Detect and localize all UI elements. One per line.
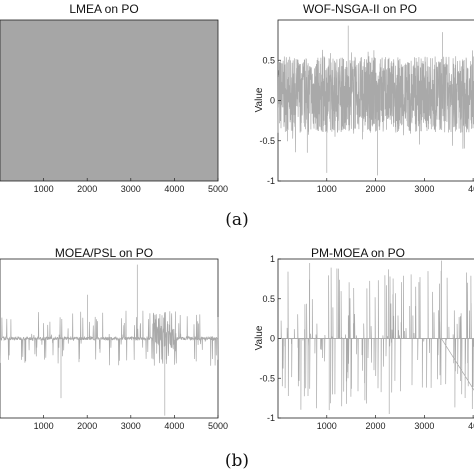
caption-b: (b) bbox=[225, 451, 249, 471]
x-ticks-pm-moea: 1000 2000 3000 40 bbox=[317, 415, 474, 431]
x-ticks-lmea: 1000 2000 3000 4000 5000 bbox=[34, 178, 228, 194]
x-tick-label: 4000 bbox=[164, 421, 184, 431]
x-tick-label: 2000 bbox=[366, 184, 386, 194]
panel-title-moea-psl: MOEA/PSL on PO bbox=[55, 246, 153, 260]
x-tick-label: 5000 bbox=[208, 421, 228, 431]
y-ticks-wof: -1 -0.5 0 0.5 bbox=[259, 55, 281, 186]
y-tick-label: -1 bbox=[267, 176, 275, 186]
panel-title-wof: WOF-NSGA-II on PO bbox=[303, 2, 417, 16]
y-tick-label: 0.5 bbox=[262, 294, 275, 304]
series-line bbox=[277, 25, 474, 176]
x-tick-label: 2000 bbox=[366, 421, 386, 431]
panel-moea-psl: MOEA/PSL on PO 1000 2000 3000 4000 5000 bbox=[0, 246, 228, 431]
x-tick-label: 3000 bbox=[121, 184, 141, 194]
y-tick-label: -0.5 bbox=[259, 373, 275, 383]
x-tick-label: 2000 bbox=[77, 421, 97, 431]
x-ticks-moea-psl: 1000 2000 3000 4000 5000 bbox=[34, 415, 228, 431]
panel-title-lmea: LMEA on PO bbox=[69, 2, 138, 16]
x-tick-label: 1000 bbox=[34, 184, 54, 194]
series-pm-moea bbox=[278, 260, 474, 414]
x-tick-label: 1000 bbox=[317, 184, 337, 194]
y-label-pm-moea: Value bbox=[254, 325, 265, 350]
x-tick-label: 3000 bbox=[414, 421, 434, 431]
panel-title-pm-moea: PM-MOEA on PO bbox=[311, 246, 405, 260]
y-tick-label: -0.5 bbox=[259, 136, 275, 146]
x-tick-label: 1000 bbox=[317, 421, 337, 431]
series-moea-psl bbox=[0, 264, 219, 416]
y-ticks-pm-moea: -1 -0.5 0 0.5 1 bbox=[259, 254, 281, 423]
x-tick-label: 1000 bbox=[34, 421, 54, 431]
x-tick-label: 3000 bbox=[414, 184, 434, 194]
y-tick-label: 1 bbox=[270, 254, 275, 264]
y-tick-label: 0.5 bbox=[262, 55, 275, 65]
series-line bbox=[0, 264, 219, 416]
plot-area-lmea bbox=[0, 19, 219, 182]
x-tick-label: 2000 bbox=[77, 184, 97, 194]
y-tick-label: 0 bbox=[270, 334, 275, 344]
panel-wof: WOF-NSGA-II on PO 1000 2000 3000 40 -1 -0.5 0… bbox=[254, 2, 474, 194]
y-tick-label: -1 bbox=[267, 413, 275, 423]
y-label-wof: Value bbox=[254, 87, 265, 112]
x-tick-label: 40 bbox=[468, 421, 474, 431]
panel-pm-moea: PM-MOEA on PO 1000 2000 3000 40 -1 -0.5 0 0.5 1… bbox=[254, 246, 474, 431]
y-tick-label: 0 bbox=[270, 96, 275, 106]
caption-a: (a) bbox=[225, 210, 248, 230]
x-ticks-wof: 1000 2000 3000 40 bbox=[317, 178, 474, 194]
x-tick-label: 3000 bbox=[121, 421, 141, 431]
panel-lmea: LMEA on PO 1000 2000 3000 4000 5000 bbox=[0, 2, 228, 194]
x-tick-label: 4000 bbox=[164, 184, 184, 194]
series-wof bbox=[277, 25, 474, 176]
x-tick-label: 5000 bbox=[208, 184, 228, 194]
x-tick-label: 40 bbox=[468, 184, 474, 194]
